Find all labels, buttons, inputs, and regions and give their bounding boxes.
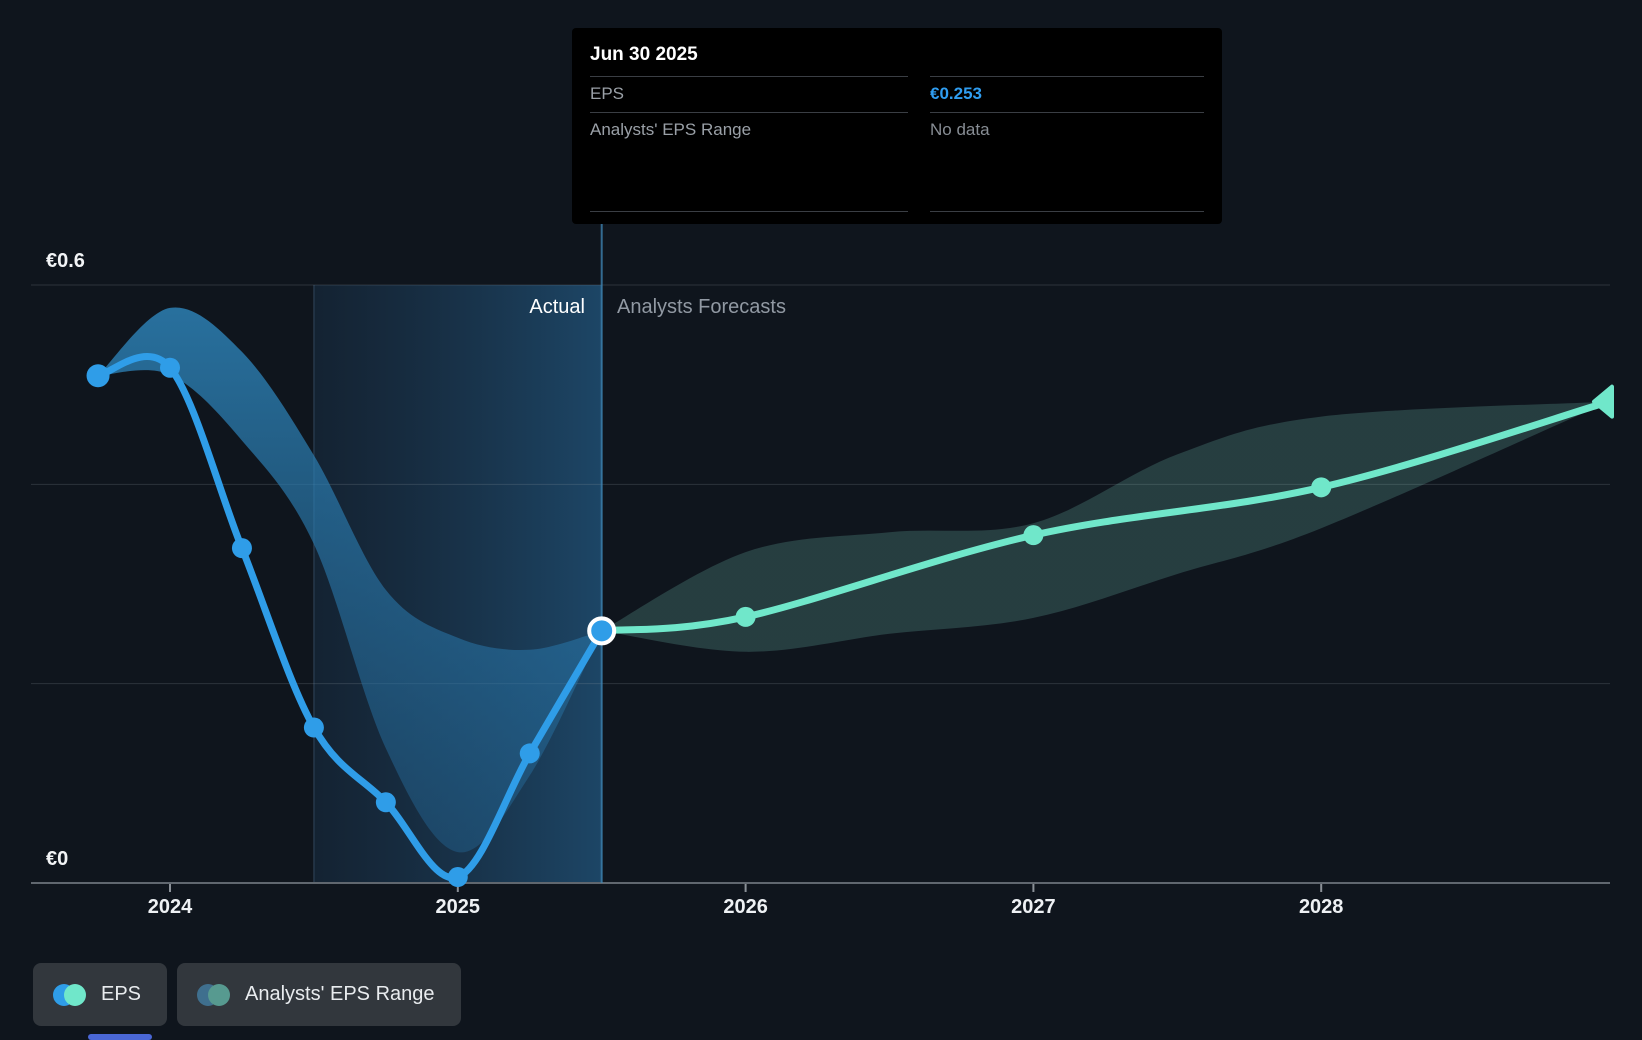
tooltip-spacer [590,148,1204,211]
eps-actual-point [86,364,110,388]
y-axis-label-top: €0.6 [46,250,85,272]
x-axis-label-2026: 2026 [723,896,768,918]
x-axis-label-2027: 2027 [1011,896,1056,918]
x-axis-label-2025: 2025 [435,896,481,918]
eps-actual-point [375,792,396,813]
actual-zone-label: Actual [529,296,585,318]
x-axis-label-2024: 2024 [147,896,193,918]
eps-forecast-point [1311,477,1332,498]
eps-forecast-point [1023,525,1044,546]
eps-forecast-line [598,398,1613,635]
forecast-zone-label: Analysts Forecasts [617,296,786,318]
bottom-accent-bar [88,1034,152,1040]
x-axis-label-2028: 2028 [1298,896,1344,918]
chart-tooltip: Jun 30 2025 EPS €0.253 Analysts' EPS Ran… [572,28,1222,224]
eps-actual-point [231,538,252,559]
tooltip-date: Jun 30 2025 [590,44,698,65]
eps-actual-point [160,357,180,378]
legend-item-label: Analysts' EPS Range [245,983,435,1005]
tooltip-row-range: Analysts' EPS Range No data [590,112,1204,148]
tooltip-eps-label: EPS [590,76,908,112]
eps-forecast-point [735,606,756,627]
legend-item-eps[interactable]: EPS [33,963,168,1026]
eps-actual-point [519,743,540,764]
eps-range-band-actual [98,307,602,853]
tooltip-range-value: No data [930,112,1204,148]
eps-actual-point [303,717,324,738]
chart-legend: EPS Analysts' EPS Range [33,963,461,1026]
tooltip-eps-value: €0.253 [930,76,1204,112]
legend-item-analysts-eps-range[interactable]: Analysts' EPS Range [177,963,461,1026]
eps-actual-point [447,867,468,888]
legend-item-label: EPS [101,983,142,1005]
tooltip-range-label: Analysts' EPS Range [590,112,908,148]
y-axis-label-bottom: €0 [46,848,69,870]
forecast-end-marker [1592,384,1614,419]
tooltip-row-eps: EPS €0.253 [590,76,1204,112]
tooltip-bottom-rule [590,211,1204,212]
eps-series-icon [53,983,89,1007]
hovered-point-marker [587,616,617,646]
eps-actual-line [94,353,606,882]
range-series-icon [197,983,233,1007]
